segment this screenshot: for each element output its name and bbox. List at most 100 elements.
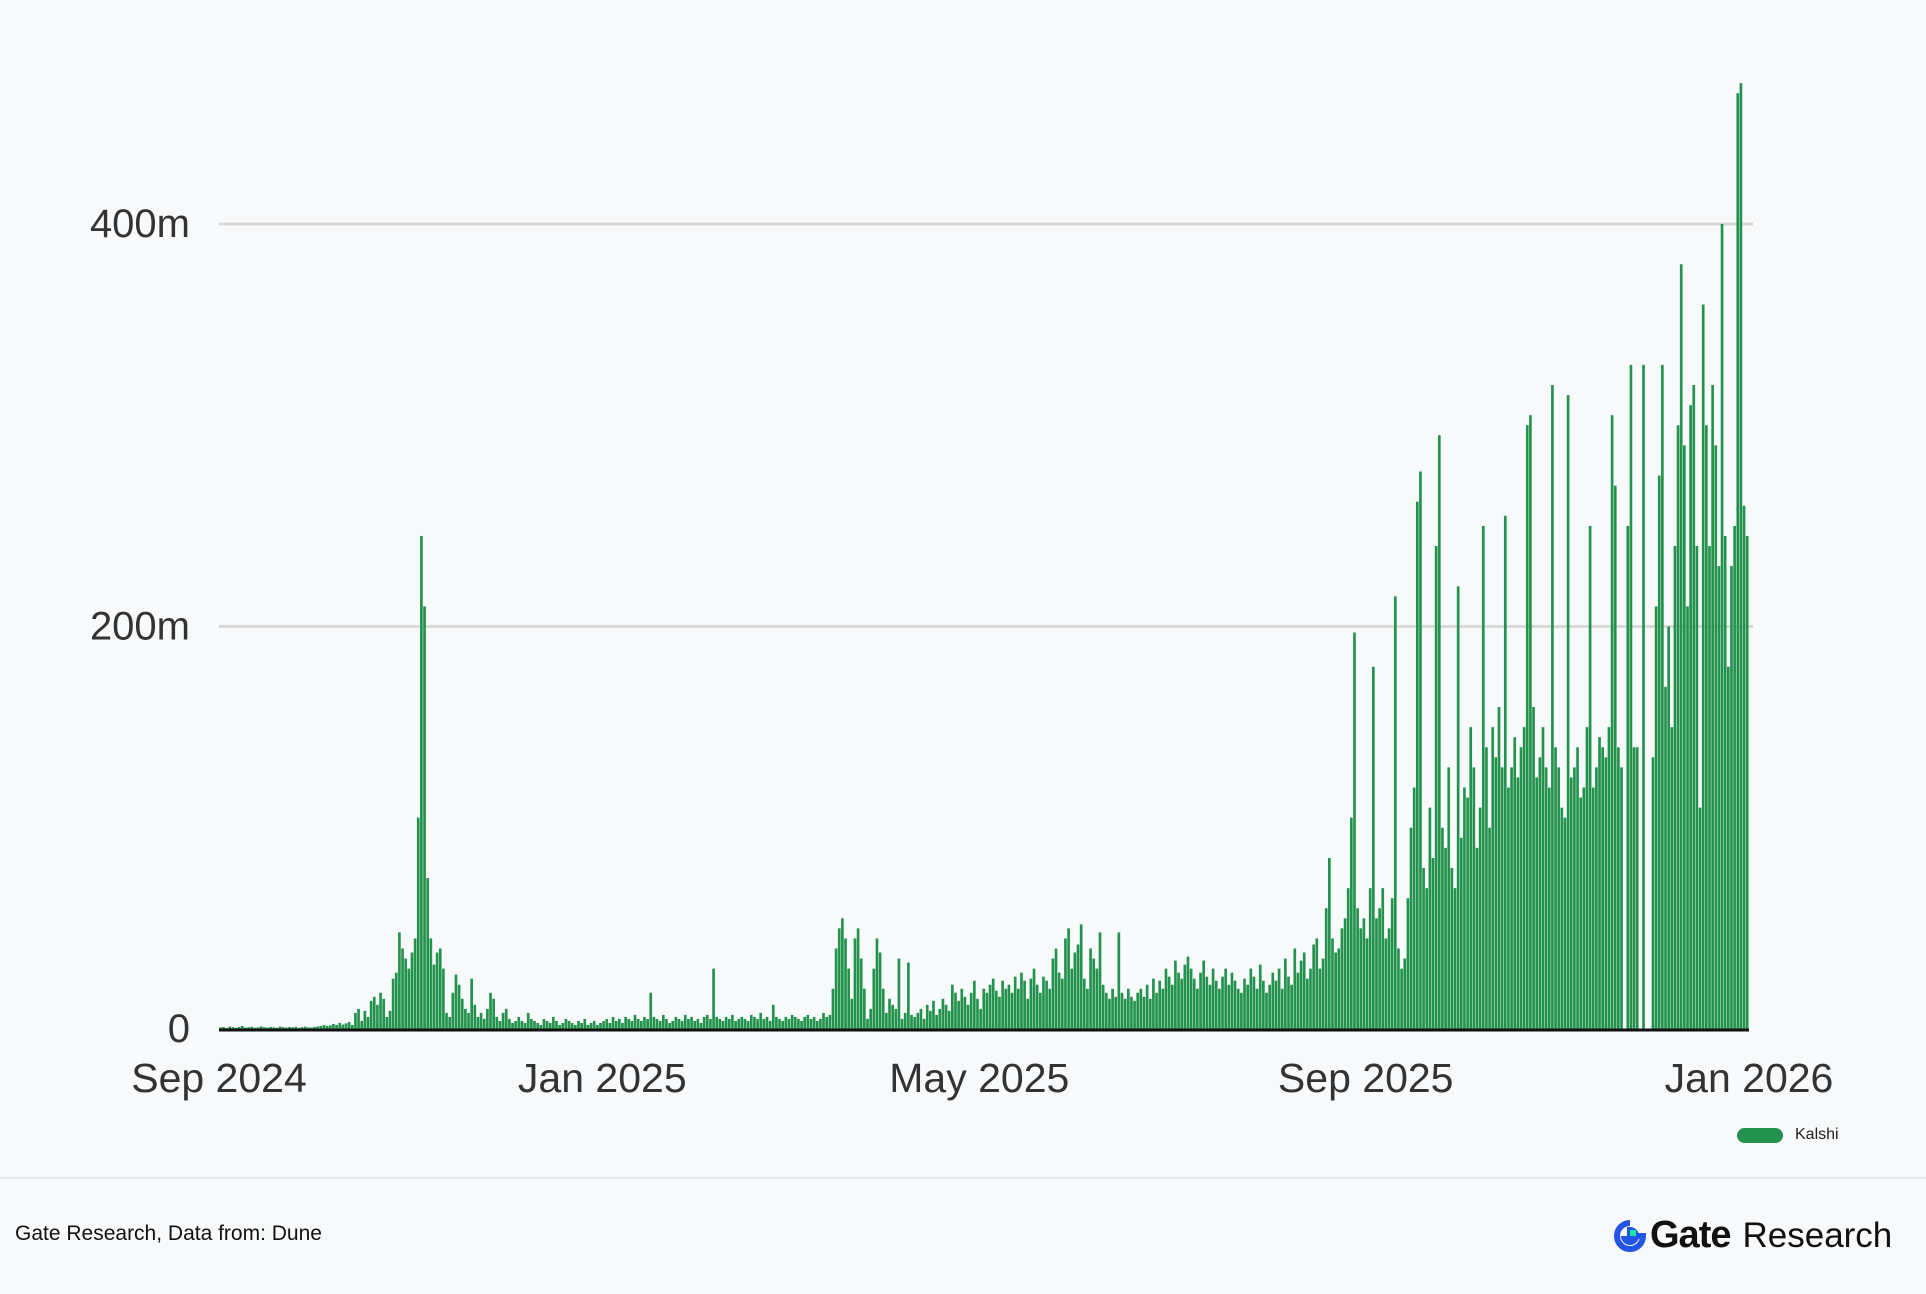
bar bbox=[988, 984, 992, 1030]
bar bbox=[1733, 525, 1736, 1030]
bar bbox=[646, 1018, 649, 1029]
bar bbox=[401, 948, 404, 1029]
bar bbox=[583, 1018, 587, 1029]
bar bbox=[1284, 958, 1287, 1029]
bar bbox=[580, 1022, 583, 1029]
bar bbox=[1447, 767, 1451, 1030]
bar bbox=[1114, 996, 1118, 1029]
bar bbox=[1170, 984, 1174, 1030]
bar bbox=[649, 992, 653, 1029]
bar bbox=[944, 1004, 948, 1029]
x-tick-label: Sep 2024 bbox=[131, 1055, 307, 1101]
bar bbox=[1136, 992, 1140, 1029]
bar bbox=[413, 938, 417, 1029]
bar bbox=[1086, 988, 1089, 1029]
x-tick-label: Sep 2025 bbox=[1278, 1055, 1454, 1101]
bar bbox=[1255, 988, 1259, 1029]
bar bbox=[1742, 505, 1746, 1029]
bar bbox=[1365, 938, 1369, 1029]
bar bbox=[614, 1020, 618, 1029]
bar bbox=[1208, 984, 1212, 1030]
bar bbox=[1148, 998, 1152, 1029]
bar bbox=[1510, 767, 1513, 1030]
gate-research-logo: Gate Research bbox=[1614, 1214, 1892, 1257]
footer-divider bbox=[0, 1177, 1926, 1179]
bar bbox=[812, 1016, 816, 1029]
bar bbox=[1736, 93, 1740, 1029]
bar bbox=[1701, 304, 1705, 1029]
bar bbox=[1032, 968, 1036, 1030]
bar bbox=[1711, 385, 1714, 1029]
bar bbox=[1340, 928, 1344, 1030]
bar bbox=[1337, 948, 1341, 1029]
bar bbox=[803, 1016, 807, 1029]
bar bbox=[558, 1024, 561, 1029]
bar bbox=[1378, 908, 1381, 1029]
bar bbox=[633, 1014, 637, 1029]
bar bbox=[586, 1024, 590, 1029]
bar bbox=[1280, 988, 1284, 1029]
bar bbox=[382, 998, 386, 1029]
bar bbox=[1579, 797, 1583, 1029]
bar bbox=[1387, 928, 1391, 1030]
bar bbox=[602, 1020, 605, 1029]
bar bbox=[1312, 944, 1315, 1030]
bar bbox=[577, 1020, 580, 1029]
bar bbox=[1670, 727, 1674, 1030]
bar bbox=[1227, 984, 1231, 1030]
bar bbox=[665, 1018, 668, 1029]
bar bbox=[284, 1027, 288, 1029]
bar bbox=[740, 1016, 744, 1029]
bar bbox=[907, 962, 910, 1029]
bar bbox=[790, 1014, 794, 1029]
bar bbox=[768, 1020, 772, 1029]
bar bbox=[460, 998, 464, 1029]
bar bbox=[313, 1026, 316, 1029]
bar bbox=[947, 1010, 951, 1029]
bar bbox=[1507, 787, 1510, 1029]
bar bbox=[1692, 385, 1696, 1029]
source-note: Gate Research, Data from: Dune bbox=[15, 1222, 322, 1245]
bar bbox=[617, 1018, 621, 1029]
bar bbox=[1054, 948, 1058, 1029]
bar bbox=[596, 1024, 599, 1029]
bar bbox=[925, 1004, 929, 1029]
bar bbox=[756, 1018, 759, 1029]
bar bbox=[982, 988, 986, 1029]
bar bbox=[498, 1020, 502, 1029]
bar bbox=[1598, 737, 1601, 1029]
bar bbox=[385, 1016, 389, 1029]
bar bbox=[985, 992, 989, 1029]
bar bbox=[1617, 747, 1620, 1029]
bar bbox=[259, 1026, 263, 1029]
bar bbox=[1519, 747, 1523, 1029]
bar bbox=[960, 988, 964, 1029]
bar bbox=[844, 938, 847, 1029]
bar bbox=[303, 1026, 307, 1030]
bar bbox=[881, 988, 885, 1029]
bar bbox=[1108, 998, 1111, 1029]
bar bbox=[542, 1018, 546, 1029]
bar bbox=[1164, 968, 1168, 1030]
bar bbox=[448, 1016, 452, 1029]
bar bbox=[900, 1018, 904, 1029]
bar bbox=[501, 1012, 505, 1029]
bar bbox=[875, 938, 879, 1029]
bar bbox=[1029, 978, 1033, 1029]
bar bbox=[1183, 964, 1187, 1029]
bar bbox=[624, 1016, 627, 1029]
bar bbox=[404, 958, 408, 1029]
bar bbox=[539, 1024, 543, 1029]
bar bbox=[1620, 767, 1623, 1030]
bar bbox=[234, 1027, 238, 1029]
bar bbox=[473, 1004, 477, 1029]
y-tick-label: 0 bbox=[168, 1007, 190, 1051]
bar bbox=[702, 1016, 706, 1029]
bar bbox=[1664, 686, 1667, 1030]
bar bbox=[332, 1023, 335, 1029]
bar bbox=[1566, 395, 1570, 1029]
bar bbox=[841, 918, 844, 1029]
bar bbox=[360, 1020, 364, 1029]
bar bbox=[687, 1018, 690, 1029]
